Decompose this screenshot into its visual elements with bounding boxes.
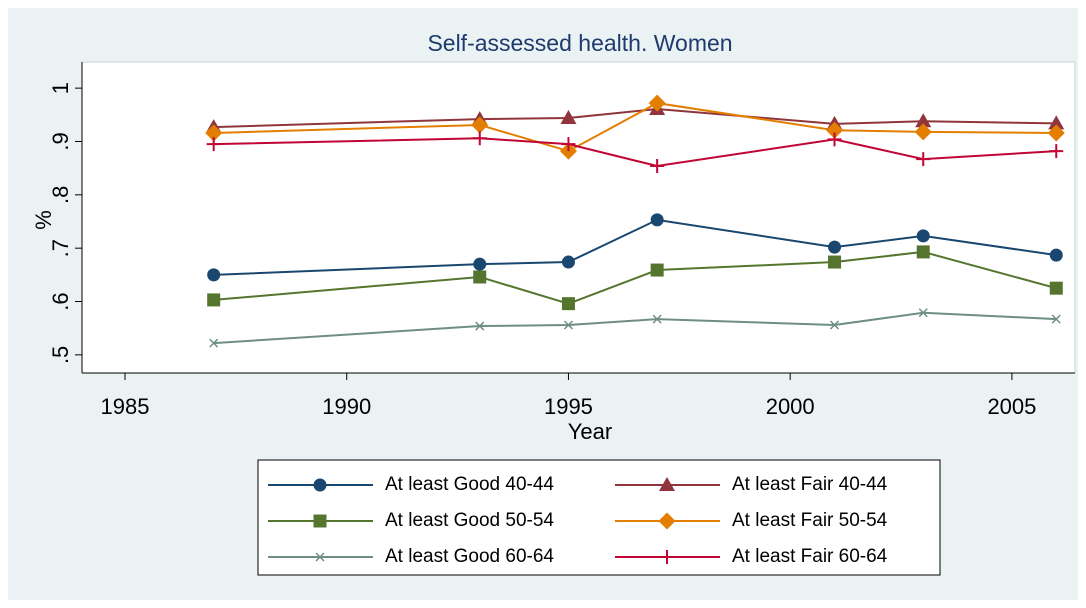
marker xyxy=(830,320,840,330)
marker xyxy=(658,512,676,530)
marker xyxy=(826,121,844,139)
marker xyxy=(313,478,327,492)
marker xyxy=(660,550,674,564)
marker xyxy=(1047,124,1065,142)
y-tick-label: 1 xyxy=(48,82,73,94)
marker xyxy=(915,113,932,128)
marker xyxy=(473,270,487,284)
marker xyxy=(916,152,931,167)
marker xyxy=(827,132,842,147)
marker xyxy=(313,514,327,528)
marker xyxy=(207,268,221,282)
legend-label: At least Good 60-64 xyxy=(385,546,554,567)
marker xyxy=(914,123,932,141)
marker xyxy=(561,297,575,311)
marker xyxy=(652,314,662,324)
marker xyxy=(828,240,842,254)
marker xyxy=(472,131,487,146)
marker xyxy=(206,137,221,152)
marker xyxy=(471,116,489,134)
y-axis-label: % xyxy=(31,210,56,230)
legend xyxy=(257,459,941,576)
x-tick-label: 2005 xyxy=(987,394,1036,419)
x-tick-label: 1985 xyxy=(101,394,150,419)
x-tick-label: 1995 xyxy=(544,394,593,419)
y-tick-label: .6 xyxy=(48,292,73,310)
marker xyxy=(1048,115,1065,130)
plot-area xyxy=(81,61,1076,374)
legend-label: At least Fair 60-64 xyxy=(732,546,888,567)
marker xyxy=(916,229,930,243)
marker xyxy=(209,338,219,348)
marker xyxy=(315,552,325,562)
marker xyxy=(473,257,487,271)
marker xyxy=(1049,144,1064,159)
marker xyxy=(650,263,664,277)
marker xyxy=(205,124,223,142)
marker xyxy=(561,255,575,269)
marker xyxy=(475,321,485,331)
marker xyxy=(828,255,842,269)
legend-label: At least Good 40-44 xyxy=(385,474,554,495)
marker xyxy=(916,245,930,259)
legend-label: At least Fair 50-54 xyxy=(732,510,888,531)
marker xyxy=(648,94,666,112)
marker xyxy=(1051,314,1061,324)
marker xyxy=(561,137,576,152)
marker xyxy=(560,110,577,125)
x-tick-label: 1990 xyxy=(322,394,371,419)
marker xyxy=(207,293,221,307)
marker xyxy=(1049,248,1063,262)
chart-title: Self-assessed health. Women xyxy=(427,30,732,56)
marker xyxy=(1049,281,1063,295)
y-tick-label: .5 xyxy=(48,346,73,364)
marker xyxy=(563,320,573,330)
y-tick-label: .9 xyxy=(48,132,73,150)
marker xyxy=(650,213,664,227)
x-tick-label: 2000 xyxy=(766,394,815,419)
y-tick-label: .8 xyxy=(48,186,73,204)
legend-label: At least Fair 40-44 xyxy=(732,474,888,495)
marker xyxy=(650,159,665,174)
marker xyxy=(918,308,928,318)
marker xyxy=(659,477,675,491)
x-axis-label: Year xyxy=(568,419,612,444)
y-tick-label: .7 xyxy=(48,239,73,257)
legend-label: At least Good 50-54 xyxy=(385,510,554,531)
